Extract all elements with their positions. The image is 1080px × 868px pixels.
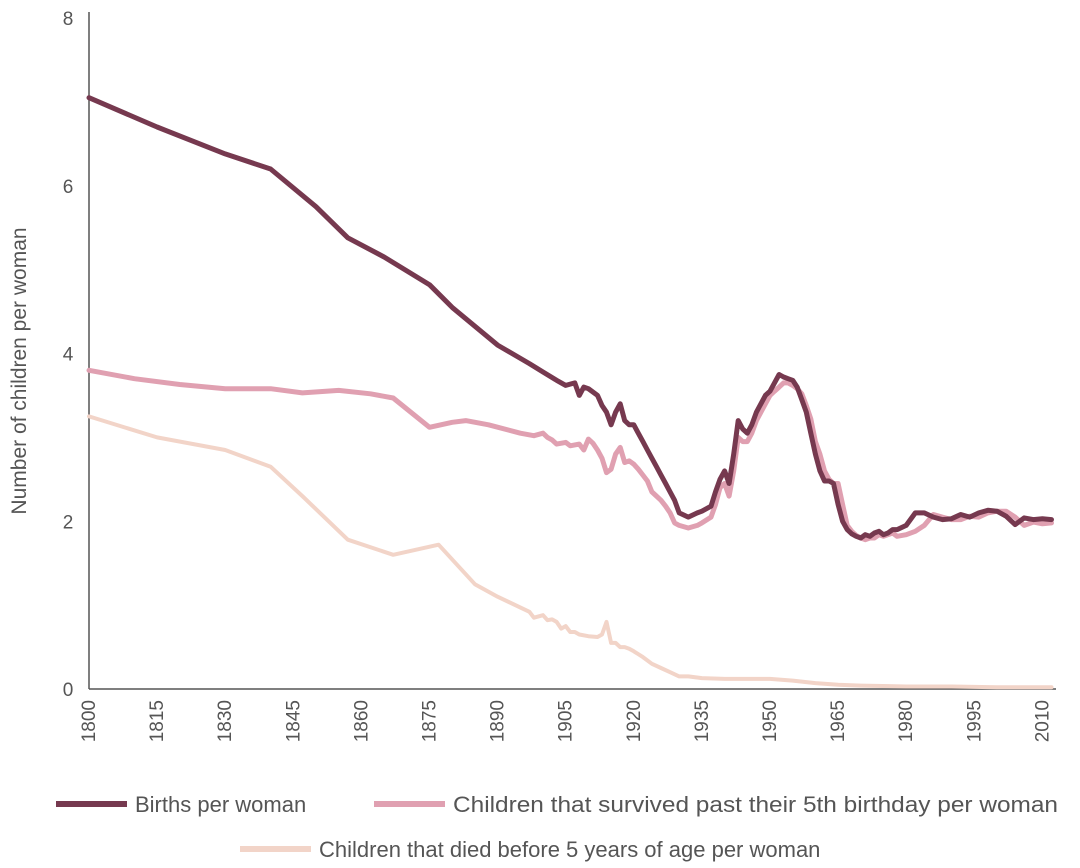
legend-item-births: Births per woman bbox=[56, 792, 306, 817]
y-tick-label: 4 bbox=[63, 345, 74, 366]
x-tick-label: 2010 bbox=[1032, 700, 1053, 742]
x-tick-label: 1905 bbox=[556, 700, 577, 742]
series-died-line bbox=[87, 414, 1054, 690]
series-births-line bbox=[86, 95, 1054, 541]
x-tick-label: 1890 bbox=[488, 700, 509, 742]
legend-label-births: Births per woman bbox=[135, 792, 306, 817]
x-tick-label: 1965 bbox=[828, 700, 849, 742]
legend-item-died: Children that died before 5 years of age… bbox=[240, 837, 820, 862]
x-tick-label: 1860 bbox=[351, 700, 372, 742]
y-tick-label: 2 bbox=[63, 512, 74, 533]
y-tick-label: 6 bbox=[63, 177, 74, 198]
plot-area bbox=[86, 95, 1054, 690]
legend-item-survived: Children that survived past their 5th bi… bbox=[374, 792, 1058, 817]
legend: Births per woman Children that survived … bbox=[56, 792, 1058, 862]
x-tick-labels: 1800 1815 1830 1845 1860 1875 1890 1905 1920 1935… bbox=[79, 700, 1053, 742]
y-axis: 0 2 4 6 8 Number of children per woman bbox=[8, 9, 90, 701]
x-tick-label: 1845 bbox=[283, 700, 304, 742]
x-tick-label: 1830 bbox=[215, 700, 236, 742]
x-tick-label: 1980 bbox=[896, 700, 917, 742]
legend-label-died: Children that died before 5 years of age… bbox=[319, 837, 820, 862]
y-tick-label: 8 bbox=[63, 9, 74, 30]
y-axis-label: Number of children per woman bbox=[8, 227, 31, 514]
x-tick-label: 1800 bbox=[79, 700, 100, 742]
x-tick-label: 1950 bbox=[760, 700, 781, 742]
x-tick-label: 1875 bbox=[419, 700, 440, 742]
y-tick-labels: 0 2 4 6 8 bbox=[63, 9, 74, 701]
x-tick-label: 1935 bbox=[692, 700, 713, 742]
legend-label-survived: Children that survived past their 5th bi… bbox=[453, 792, 1058, 817]
x-tick-label: 1995 bbox=[964, 700, 985, 742]
x-axis: 1800 1815 1830 1845 1860 1875 1890 1905 1920 1935… bbox=[79, 688, 1056, 742]
x-tick-label: 1920 bbox=[624, 700, 645, 742]
y-tick-label: 0 bbox=[63, 680, 74, 701]
x-tick-label: 1815 bbox=[147, 700, 168, 742]
